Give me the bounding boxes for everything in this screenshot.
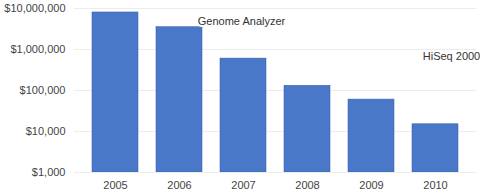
svg-text:$10,000,000: $10,000,000	[4, 2, 65, 14]
svg-text:2007: 2007	[231, 179, 255, 191]
svg-text:2008: 2008	[295, 179, 319, 191]
svg-text:HiSeq 2000: HiSeq 2000	[423, 50, 481, 62]
svg-text:$1,000: $1,000	[32, 166, 66, 178]
svg-text:2005: 2005	[103, 179, 127, 191]
svg-text:$100,000: $100,000	[20, 84, 66, 96]
svg-text:$1,000,000: $1,000,000	[10, 43, 65, 55]
svg-text:2010: 2010	[423, 179, 447, 191]
svg-text:2006: 2006	[167, 179, 191, 191]
svg-text:2009: 2009	[359, 179, 383, 191]
svg-text:Genome Analyzer: Genome Analyzer	[198, 15, 286, 27]
svg-text:$10,000: $10,000	[26, 125, 66, 137]
